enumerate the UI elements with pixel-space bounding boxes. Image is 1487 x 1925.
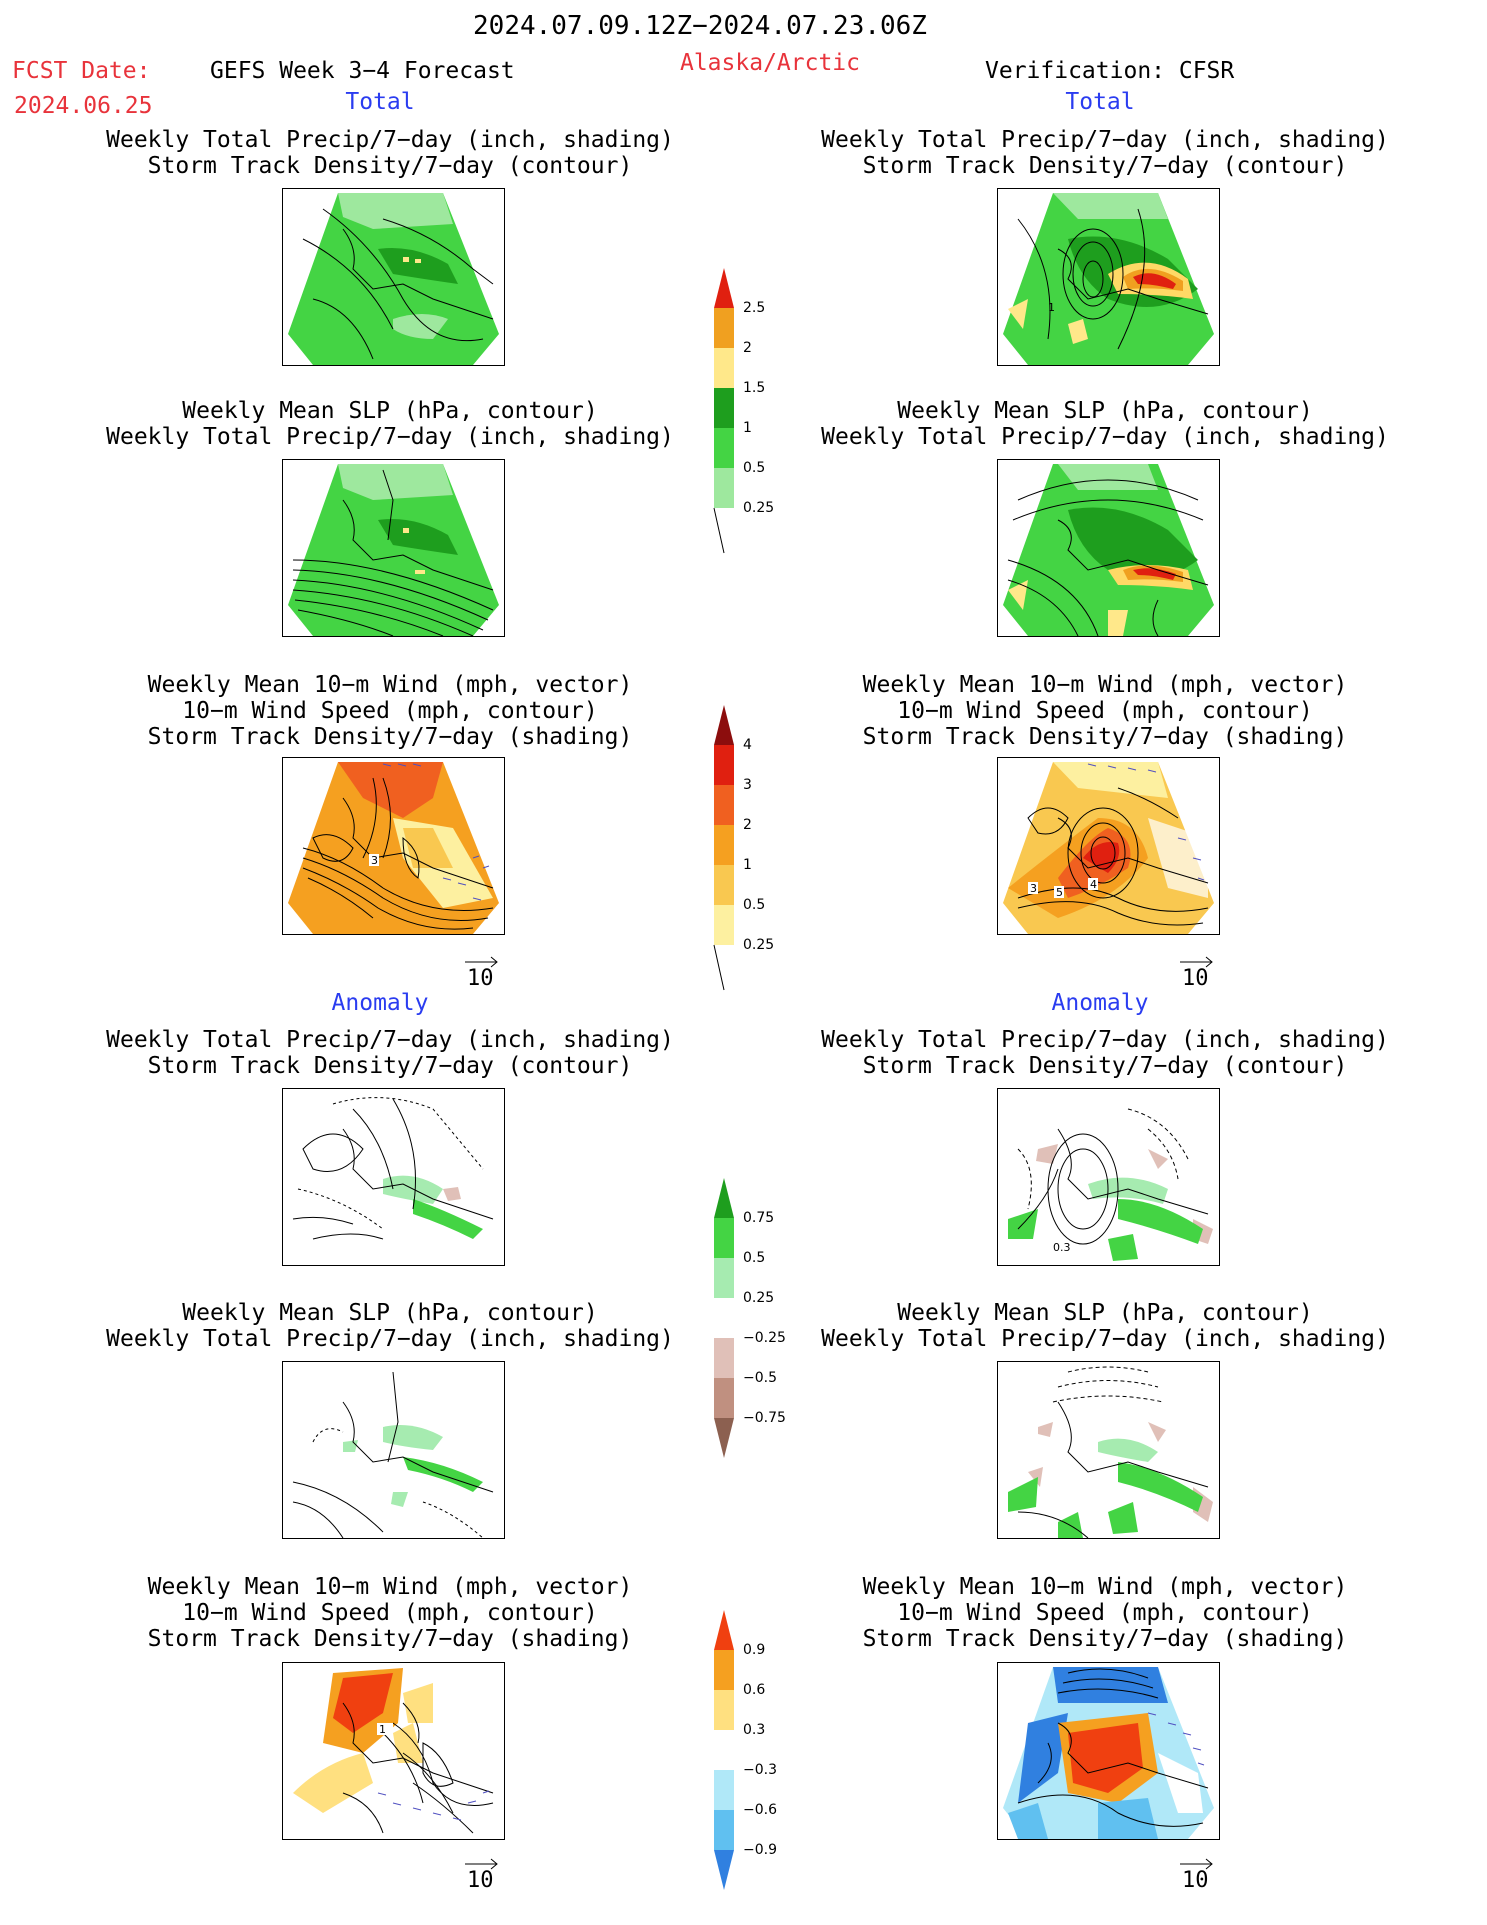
fcst-date-label: FCST Date: — [12, 58, 151, 84]
map-total-wind-storm-left: 3 — [282, 757, 505, 935]
contour-label: 0.3 — [1053, 1241, 1071, 1254]
vector-ref-label: 10 — [1182, 966, 1209, 991]
map-anom-slp-precip-right — [997, 1361, 1220, 1539]
panel-title-line2: Storm Track Density/7−day (contour) — [147, 153, 633, 179]
panel-title-line3: Storm Track Density/7−day (shading) — [147, 724, 633, 750]
colorbar-label: 1 — [743, 420, 752, 436]
colorbar-label: 0.9 — [743, 1642, 766, 1658]
vector-ref-arrow — [1180, 1858, 1213, 1870]
colorbar-label: 0.5 — [743, 1250, 766, 1266]
contour-label: 3 — [1030, 882, 1037, 895]
panel-title-line1: Weekly Total Precip/7−day (inch, shading… — [821, 1027, 1389, 1053]
map-total-slp-precip-left — [282, 459, 505, 637]
map-anom-wind-storm-right — [997, 1662, 1220, 1840]
panel-title-line2: Storm Track Density/7−day (contour) — [862, 153, 1348, 179]
map-total-slp-precip-right — [997, 459, 1220, 637]
panel-title-line3: Storm Track Density/7−day (shading) — [862, 724, 1348, 750]
vector-ref-label: 10 — [1182, 1868, 1209, 1893]
colorbar-label: 2.5 — [743, 300, 766, 316]
panel-title-line2: Storm Track Density/7−day (contour) — [862, 1053, 1348, 1079]
panel-title-line1: Weekly Mean SLP (hPa, contour) — [182, 398, 598, 424]
map-total-precip-storm-left — [282, 188, 505, 366]
panel-title-line1: Weekly Total Precip/7−day (inch, shading… — [106, 1027, 674, 1053]
panel-title-line1: Weekly Mean SLP (hPa, contour) — [182, 1300, 598, 1326]
colorbar-label: 0.5 — [743, 460, 766, 476]
map-anom-wind-storm-left: 1 — [282, 1662, 505, 1840]
panel-title-line2: Weekly Total Precip/7−day (inch, shading… — [106, 1326, 674, 1352]
vector-ref-arrow — [465, 956, 498, 968]
forecast-name: GEFS Week 3−4 Forecast — [210, 58, 515, 84]
colorbar-label: 1 — [743, 857, 752, 873]
panel-title-line1: Weekly Mean SLP (hPa, contour) — [897, 398, 1313, 424]
colorbar-label: −0.5 — [743, 1370, 777, 1386]
section-total-right: Total — [1065, 89, 1135, 115]
vector-ref-label: 10 — [467, 1868, 494, 1893]
section-total-left: Total — [345, 89, 415, 115]
colorbar-label: 2 — [743, 817, 752, 833]
colorbar-label: 3 — [743, 777, 752, 793]
colorbar-label: 4 — [743, 737, 752, 753]
svg-text:1: 1 — [379, 1723, 386, 1736]
colorbar-label: 0.25 — [743, 500, 775, 516]
panel-title-line3: Storm Track Density/7−day (shading) — [862, 1626, 1348, 1652]
panel-title-line1: Weekly Mean 10−m Wind (mph, vector) — [147, 1574, 633, 1600]
colorbar-label: 0.25 — [743, 937, 775, 953]
map-anom-slp-precip-left — [282, 1361, 505, 1539]
colorbar-storm-total — [713, 705, 734, 991]
panel-title-line2: Weekly Total Precip/7−day (inch, shading… — [106, 424, 674, 450]
map-total-precip-storm-right: 1 — [997, 188, 1220, 366]
panel-title-line2: 10−m Wind Speed (mph, contour) — [897, 698, 1313, 724]
colorbar-label: −0.75 — [743, 1410, 786, 1426]
colorbar-storm-anom — [714, 1610, 734, 1890]
panel-title-line2: Storm Track Density/7−day (contour) — [147, 1053, 633, 1079]
vector-ref-label: 10 — [467, 966, 494, 991]
panel-title-line1: Weekly Mean 10−m Wind (mph, vector) — [147, 672, 633, 698]
colorbar-label: 0.75 — [743, 1210, 775, 1226]
map-anom-precip-storm-right: 0.3 — [997, 1088, 1220, 1266]
map-anom-precip-storm-left — [282, 1088, 505, 1266]
colorbar-label: 0.6 — [743, 1682, 766, 1698]
colorbar-precip-total — [713, 268, 734, 554]
date-range-title: 2024.07.09.12Z−2024.07.23.06Z — [473, 11, 927, 41]
panel-title-line2: 10−m Wind Speed (mph, contour) — [182, 1600, 598, 1626]
panel-title-line1: Weekly Total Precip/7−day (inch, shading… — [106, 127, 674, 153]
fcst-date-value: 2024.06.25 — [14, 93, 153, 119]
contour-label: 1 — [1048, 301, 1055, 314]
map-total-wind-storm-right: 3 5 4 — [997, 757, 1220, 935]
region-label: Alaska/Arctic — [679, 50, 860, 76]
colorbar-label: 1.5 — [743, 380, 766, 396]
colorbar-label: −0.9 — [743, 1842, 777, 1858]
panel-title-line2: 10−m Wind Speed (mph, contour) — [897, 1600, 1313, 1626]
contour-label: 4 — [1090, 878, 1097, 891]
colorbar-label: −0.6 — [743, 1802, 777, 1818]
panel-title-line2: Weekly Total Precip/7−day (inch, shading… — [821, 1326, 1389, 1352]
contour-label: 5 — [1056, 886, 1063, 899]
panel-title-line3: Storm Track Density/7−day (shading) — [147, 1626, 633, 1652]
colorbar-label: −0.3 — [743, 1762, 777, 1778]
section-anomaly-left: Anomaly — [331, 990, 429, 1016]
colorbar-label: 2 — [743, 340, 752, 356]
panel-title-line1: Weekly Total Precip/7−day (inch, shading… — [821, 127, 1389, 153]
vector-ref-arrow — [1180, 956, 1213, 968]
colorbar-label: 0.5 — [743, 897, 766, 913]
vector-ref-arrow — [465, 1858, 498, 1870]
colorbar-label: 0.3 — [743, 1722, 766, 1738]
panel-title-line1: Weekly Mean 10−m Wind (mph, vector) — [862, 672, 1348, 698]
panel-title-line1: Weekly Mean 10−m Wind (mph, vector) — [862, 1574, 1348, 1600]
colorbar-label: 0.25 — [743, 1290, 775, 1306]
contour-label: 3 — [371, 854, 378, 867]
panel-title-line2: 10−m Wind Speed (mph, contour) — [182, 698, 598, 724]
panel-title-line1: Weekly Mean SLP (hPa, contour) — [897, 1300, 1313, 1326]
section-anomaly-right: Anomaly — [1051, 990, 1149, 1016]
colorbar-label: −0.25 — [743, 1330, 786, 1346]
panel-title-line2: Weekly Total Precip/7−day (inch, shading… — [821, 424, 1389, 450]
verification-label: Verification: CFSR — [985, 58, 1235, 84]
colorbar-precip-anom — [714, 1178, 734, 1458]
